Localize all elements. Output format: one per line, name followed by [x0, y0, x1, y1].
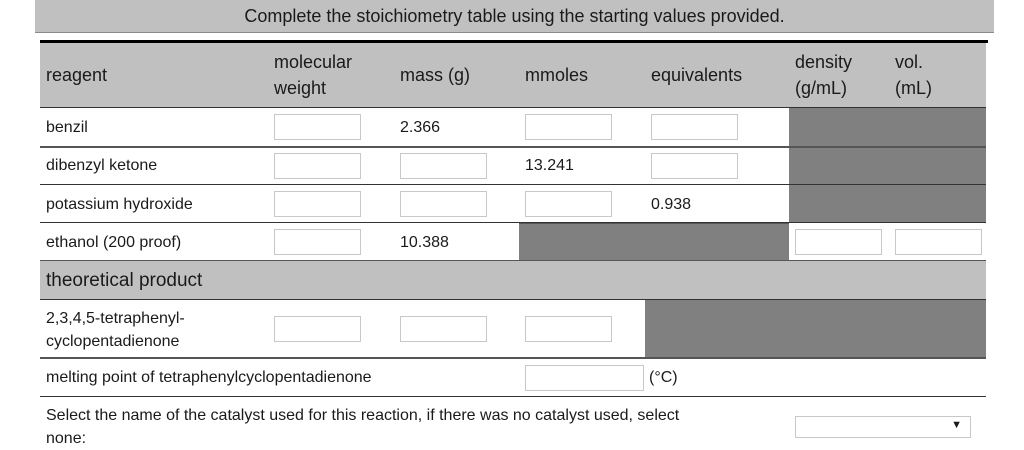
koh-mmoles-input[interactable]	[525, 191, 612, 217]
header-vol-line1: vol.	[895, 52, 924, 72]
header-mw-line2: weight	[274, 78, 327, 98]
catalyst-prompt-line2: none:	[46, 430, 87, 447]
product-mw-input[interactable]	[274, 316, 361, 342]
ethanol-vol-input[interactable]	[895, 229, 982, 255]
benzil-mmoles-input[interactable]	[525, 114, 612, 140]
catalyst-prompt-line1: Select the name of the catalyst used for…	[46, 407, 680, 424]
melting-point-input[interactable]	[525, 365, 644, 391]
koh-mw-input[interactable]	[274, 191, 361, 217]
product-name-line1: 2,3,4,5-tetraphenyl-	[46, 310, 185, 327]
divider	[40, 260, 986, 261]
melting-point-unit: (°C)	[649, 369, 678, 386]
dropdown-arrow-icon: ▼	[951, 419, 962, 431]
melting-point-label: melting point of tetraphenylcyclopentadi…	[46, 369, 372, 386]
instructions-title: Complete the stoichiometry table using t…	[35, 0, 994, 33]
dibenzyl-ketone-mmoles-value: 13.241	[525, 157, 574, 174]
reagent-name: potassium hydroxide	[46, 196, 193, 213]
theoretical-product-label: theoretical product	[46, 270, 203, 291]
dibenzyl-ketone-mw-input[interactable]	[274, 153, 361, 179]
divider	[40, 396, 986, 397]
header-density-line1: density	[795, 52, 853, 72]
header-density-line2: (g/mL)	[795, 78, 848, 98]
header-mass: mass (g)	[400, 65, 471, 85]
disabled-cell	[645, 300, 986, 357]
header-vol-line2: (mL)	[895, 78, 932, 98]
benzil-mass-value: 2.366	[400, 119, 441, 136]
reagent-name: benzil	[46, 119, 88, 136]
header-reagent: reagent	[46, 65, 108, 85]
catalyst-select[interactable]: ▼	[795, 416, 971, 438]
divider	[40, 299, 986, 300]
ethanol-mw-input[interactable]	[274, 229, 361, 255]
product-name-line2: cyclopentadienone	[46, 333, 180, 350]
divider	[40, 184, 986, 185]
divider	[40, 222, 986, 223]
disabled-cell	[519, 223, 789, 260]
disabled-cell	[789, 148, 986, 184]
product-mass-input[interactable]	[400, 316, 487, 342]
ethanol-density-input[interactable]	[795, 229, 882, 255]
product-mmoles-input[interactable]	[525, 316, 612, 342]
reagent-name: ethanol (200 proof)	[46, 234, 182, 251]
table-top-border	[40, 40, 988, 43]
table-header-row	[40, 43, 986, 107]
koh-equivalents-value: 0.938	[651, 196, 692, 213]
divider	[40, 107, 986, 108]
reagent-name: dibenzyl ketone	[46, 157, 158, 174]
theoretical-product-header	[40, 261, 986, 299]
header-mw-line1: molecular	[274, 52, 353, 72]
benzil-equivalents-input[interactable]	[651, 114, 738, 140]
disabled-cell	[789, 185, 986, 222]
ethanol-mass-value: 10.388	[400, 234, 449, 251]
divider	[40, 357, 986, 359]
header-mmoles: mmoles	[525, 65, 589, 85]
koh-mass-input[interactable]	[400, 191, 487, 217]
disabled-cell	[789, 108, 986, 146]
benzil-mw-input[interactable]	[274, 114, 361, 140]
header-equivalents: equivalents	[651, 65, 743, 85]
divider	[40, 146, 986, 148]
dibenzyl-ketone-mass-input[interactable]	[400, 153, 487, 179]
dibenzyl-ketone-equivalents-input[interactable]	[651, 153, 738, 179]
